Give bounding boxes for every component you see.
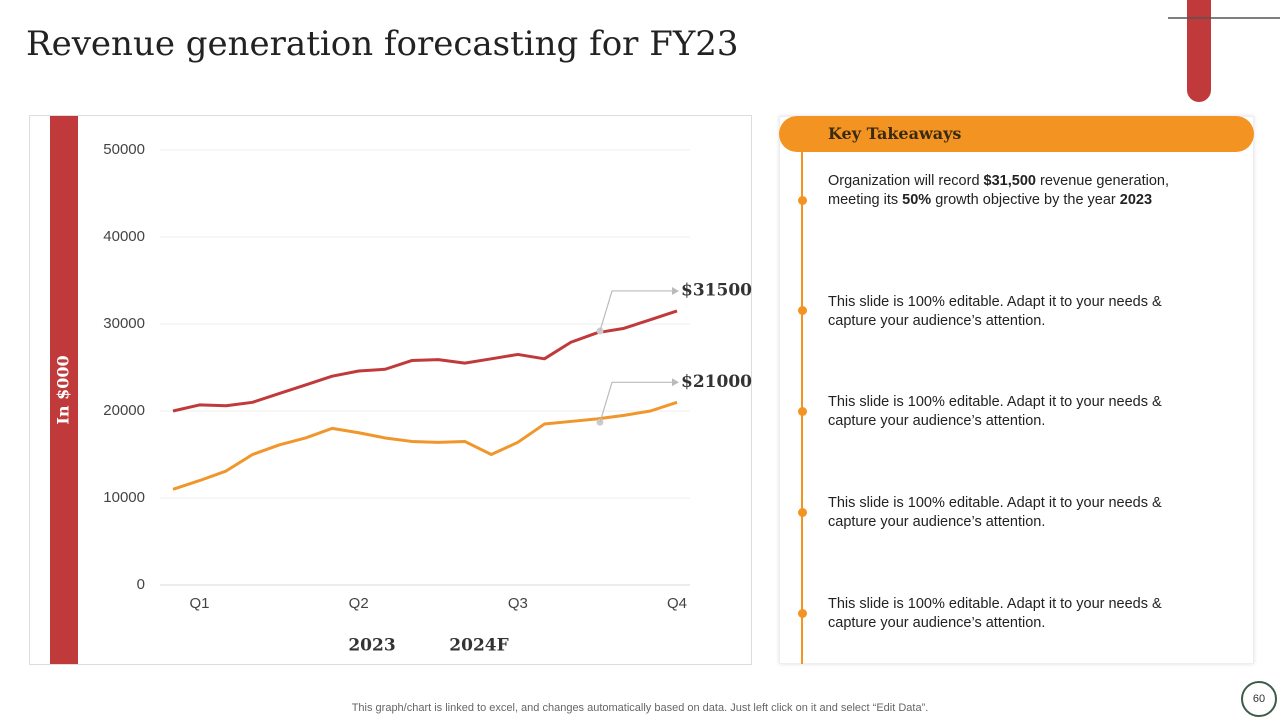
timeline-dot xyxy=(798,196,807,205)
y-tick-label: 0 xyxy=(137,576,145,593)
slide-title: Revenue generation forecasting for FY23 xyxy=(26,24,739,64)
takeaway: This slide is 100% editable. Adapt it to… xyxy=(828,595,1208,633)
y-tick-label: 40000 xyxy=(103,228,145,245)
takeaway: This slide is 100% editable. Adapt it to… xyxy=(828,393,1208,431)
takeaway-text: This slide is 100% editable. Adapt it to… xyxy=(828,394,1162,429)
annotation-arrow xyxy=(599,381,672,423)
data-label: $31500 xyxy=(681,280,752,300)
takeaway-text: revenue generation, meeting its xyxy=(828,173,1169,208)
timeline-dot xyxy=(798,609,807,618)
series-line xyxy=(172,309,678,413)
takeaway: This slide is 100% editable. Adapt it to… xyxy=(828,293,1208,331)
timeline-dot xyxy=(798,306,807,315)
x-tick-label: Q4 xyxy=(667,595,687,612)
x-tick-label: Q3 xyxy=(508,595,528,612)
y-axis-label: In $000 xyxy=(54,355,73,424)
annotation-arrowhead xyxy=(672,286,679,295)
ylabel-band xyxy=(50,116,78,664)
y-tick-label: 30000 xyxy=(103,315,145,332)
takeaway: Organization will record $31,500 revenue… xyxy=(828,172,1208,210)
takeaway: This slide is 100% editable. Adapt it to… xyxy=(828,494,1208,532)
panel-header: Key Takeaways xyxy=(779,116,1254,152)
footnote: This graph/chart is linked to excel, and… xyxy=(351,702,929,714)
y-tick-label: 50000 xyxy=(103,141,145,158)
takeaway-text: Organization will record xyxy=(828,173,984,189)
takeaway-text: This slide is 100% editable. Adapt it to… xyxy=(828,495,1162,530)
decor-pill xyxy=(1187,0,1211,102)
legend-entry: 2023 xyxy=(348,636,395,656)
takeaway-text: This slide is 100% editable. Adapt it to… xyxy=(828,596,1162,631)
timeline-dot xyxy=(798,407,807,416)
takeaway-highlight: 2023 xyxy=(1119,192,1153,208)
legend-entry: 2024F xyxy=(449,636,508,656)
takeaway-highlight: $31,500 xyxy=(983,173,1036,189)
takeaway-text: This slide is 100% editable. Adapt it to… xyxy=(828,294,1162,329)
series-line xyxy=(172,400,678,491)
takeaway-text: growth objective by the year xyxy=(931,192,1120,208)
x-tick-label: Q2 xyxy=(349,595,369,612)
page-number: 60 xyxy=(1241,681,1277,717)
timeline-dot xyxy=(798,508,807,517)
chart-frame xyxy=(29,115,752,665)
annotation-arrow xyxy=(599,290,672,332)
data-label: $21000 xyxy=(681,372,752,392)
y-tick-label: 20000 xyxy=(103,402,145,419)
y-tick-label: 10000 xyxy=(103,489,145,506)
panel-title: Key Takeaways xyxy=(828,124,962,143)
x-tick-label: Q1 xyxy=(190,595,210,612)
takeaway-highlight: 50% xyxy=(902,192,932,208)
annotation-arrowhead xyxy=(672,378,679,387)
